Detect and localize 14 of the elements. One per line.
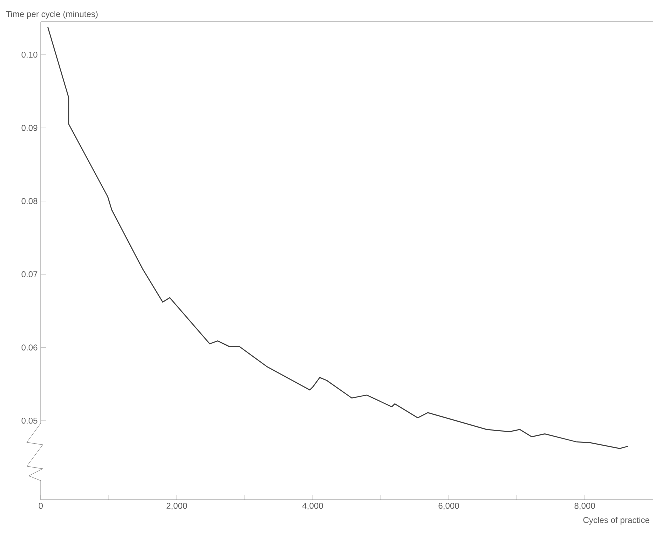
y-axis-title: Time per cycle (minutes) [6, 11, 98, 19]
x-tick-label: 8,000 [574, 503, 596, 510]
x-axis-title: Cycles of practice [584, 517, 650, 525]
x-tick-label: 4,000 [302, 503, 324, 510]
x-tick-label: 0 [38, 503, 44, 510]
y-tick-label: 0.10 [22, 52, 38, 58]
y-tick-label: 0.08 [22, 198, 38, 204]
line-series [48, 26, 628, 450]
y-tick-label: 0.06 [22, 344, 38, 351]
y-tick-label: 0.09 [22, 125, 38, 132]
y-tick-label: 0.05 [22, 418, 38, 424]
x-tick-label: 6,000 [438, 503, 460, 510]
x-tick-label: 2,000 [166, 503, 188, 510]
y-tick-label: 0.07 [22, 272, 38, 278]
